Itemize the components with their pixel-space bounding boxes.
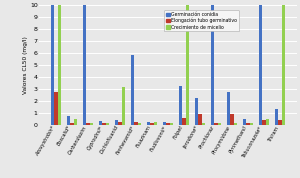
Bar (211, 5, 214, 125)
Bar (99, 121, 102, 125)
Bar (218, 123, 221, 125)
Bar (90, 123, 93, 125)
Bar (86, 123, 90, 125)
Bar (154, 122, 157, 125)
Bar (250, 123, 253, 125)
Bar (106, 123, 109, 125)
Bar (214, 123, 218, 125)
Legend: Germinación conidia, Elongación tubo germinativo, Crecimiento de micelio: Germinación conidia, Elongación tubo ger… (164, 10, 239, 32)
Bar (70, 123, 74, 125)
Bar (131, 55, 134, 125)
Bar (246, 123, 250, 125)
Bar (170, 123, 173, 125)
Bar (122, 87, 125, 125)
Bar (266, 119, 269, 125)
Bar (186, 5, 189, 125)
Bar (275, 109, 278, 125)
Bar (102, 123, 106, 125)
Bar (234, 123, 237, 125)
Bar (282, 5, 285, 125)
Bar (243, 119, 246, 125)
Bar (195, 98, 198, 125)
Bar (134, 122, 138, 125)
Bar (54, 92, 58, 125)
Bar (227, 92, 230, 125)
Bar (67, 116, 70, 125)
Bar (262, 120, 266, 125)
Bar (179, 87, 182, 125)
Bar (166, 123, 170, 125)
Bar (58, 5, 61, 125)
Bar (115, 121, 118, 125)
Bar (118, 122, 122, 125)
Bar (230, 114, 234, 125)
Bar (163, 122, 166, 125)
Bar (278, 121, 282, 125)
Bar (182, 118, 186, 125)
Bar (259, 5, 262, 125)
Bar (150, 123, 154, 125)
Bar (138, 123, 141, 125)
Bar (74, 119, 77, 125)
Bar (198, 114, 202, 125)
Y-axis label: Valores CL50 (mg/l): Valores CL50 (mg/l) (23, 36, 28, 94)
Bar (51, 5, 54, 125)
Bar (202, 123, 205, 125)
Bar (147, 122, 150, 125)
Bar (83, 5, 86, 125)
